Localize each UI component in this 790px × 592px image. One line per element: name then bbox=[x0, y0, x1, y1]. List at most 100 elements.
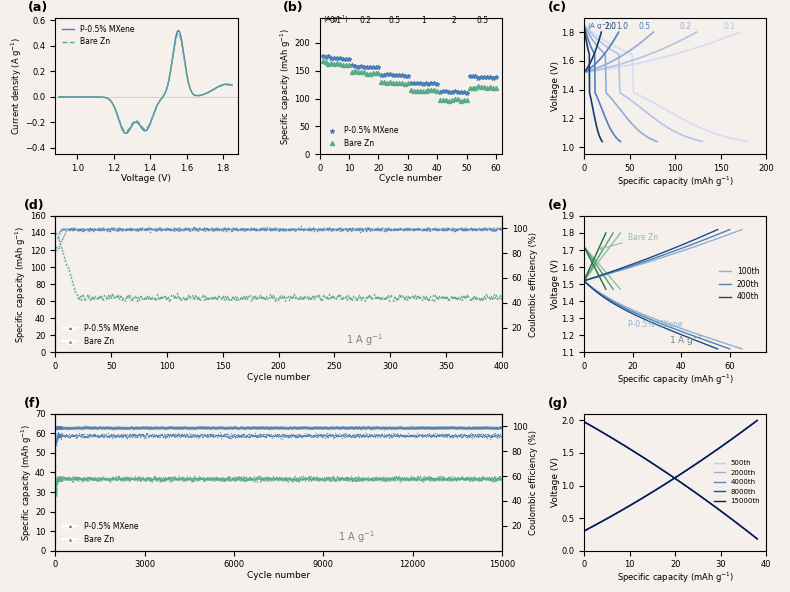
Point bbox=[467, 430, 480, 440]
Point bbox=[301, 224, 314, 234]
Point bbox=[450, 423, 463, 433]
Bare Zn bbox=[340, 60, 352, 69]
Point bbox=[205, 223, 218, 233]
P-0.5% MXene bbox=[404, 79, 417, 88]
Point bbox=[430, 423, 442, 432]
Point bbox=[237, 430, 250, 439]
Point bbox=[102, 475, 115, 484]
P-0.5% MXene bbox=[331, 54, 344, 63]
Point bbox=[113, 432, 126, 442]
Point bbox=[486, 431, 498, 440]
Point bbox=[269, 224, 281, 234]
Point bbox=[111, 430, 124, 440]
Point bbox=[431, 423, 443, 433]
Point bbox=[284, 473, 297, 482]
Point bbox=[246, 224, 258, 234]
Point bbox=[207, 432, 220, 441]
Point bbox=[73, 473, 85, 482]
Point bbox=[154, 224, 167, 233]
Point bbox=[92, 226, 105, 235]
Point bbox=[138, 224, 151, 234]
Point bbox=[51, 431, 64, 440]
Point bbox=[441, 432, 453, 441]
Bare Zn bbox=[461, 96, 473, 105]
Point bbox=[279, 432, 292, 441]
Point bbox=[139, 423, 152, 433]
Point bbox=[54, 472, 66, 481]
Point bbox=[306, 474, 318, 484]
Point bbox=[285, 423, 298, 432]
Point bbox=[494, 423, 506, 432]
Point bbox=[161, 431, 174, 440]
Point bbox=[212, 291, 224, 301]
Point bbox=[424, 422, 437, 432]
Bare Zn bbox=[316, 56, 329, 66]
Point bbox=[433, 431, 446, 440]
Point bbox=[343, 429, 356, 439]
Point bbox=[435, 423, 448, 432]
Point bbox=[391, 226, 404, 235]
Point bbox=[60, 474, 73, 484]
Point bbox=[198, 294, 210, 304]
Point bbox=[463, 474, 476, 483]
Point bbox=[70, 224, 83, 234]
Point bbox=[419, 225, 431, 234]
Point bbox=[349, 429, 362, 439]
Point bbox=[158, 474, 171, 484]
Point bbox=[57, 472, 70, 482]
P-0.5% MXene bbox=[149, 112, 158, 120]
Point bbox=[53, 430, 66, 440]
Point bbox=[452, 430, 465, 439]
Point bbox=[50, 436, 62, 445]
Point bbox=[51, 422, 63, 432]
Point bbox=[233, 224, 246, 233]
Point bbox=[444, 432, 457, 441]
Point bbox=[50, 423, 62, 433]
Point bbox=[239, 423, 251, 433]
Point bbox=[206, 292, 219, 301]
Point bbox=[451, 224, 464, 233]
Point bbox=[49, 461, 62, 470]
Point bbox=[171, 429, 184, 439]
Point bbox=[51, 473, 63, 482]
Point bbox=[480, 473, 492, 482]
Point bbox=[464, 423, 476, 433]
Point bbox=[477, 431, 490, 440]
Point bbox=[367, 432, 380, 441]
Point bbox=[121, 423, 134, 432]
Point bbox=[438, 422, 450, 432]
Point bbox=[325, 227, 337, 236]
Point bbox=[354, 429, 367, 439]
Point bbox=[209, 430, 221, 440]
Point bbox=[60, 259, 73, 268]
Point bbox=[303, 431, 316, 440]
Point bbox=[49, 439, 62, 449]
Point bbox=[426, 473, 438, 482]
X-axis label: Cycle number: Cycle number bbox=[247, 372, 310, 382]
Point bbox=[457, 474, 470, 483]
Point bbox=[52, 430, 65, 440]
Point bbox=[51, 423, 64, 432]
Point bbox=[50, 434, 62, 443]
Point bbox=[149, 430, 162, 440]
Point bbox=[115, 224, 127, 234]
Point bbox=[454, 423, 467, 432]
Point bbox=[126, 424, 139, 433]
P-0.5% MXene bbox=[355, 61, 367, 70]
Point bbox=[181, 475, 194, 484]
Point bbox=[358, 431, 371, 440]
Point bbox=[242, 474, 254, 484]
Point bbox=[217, 423, 230, 432]
Point bbox=[97, 225, 110, 234]
Point bbox=[431, 423, 444, 433]
Point bbox=[259, 224, 272, 233]
Point bbox=[344, 432, 356, 442]
Point bbox=[68, 223, 81, 233]
Point bbox=[465, 473, 478, 482]
Point bbox=[50, 479, 62, 488]
Point bbox=[233, 430, 246, 439]
Point bbox=[209, 423, 221, 433]
Point bbox=[284, 474, 296, 484]
Point bbox=[77, 475, 90, 484]
Point bbox=[51, 474, 64, 483]
